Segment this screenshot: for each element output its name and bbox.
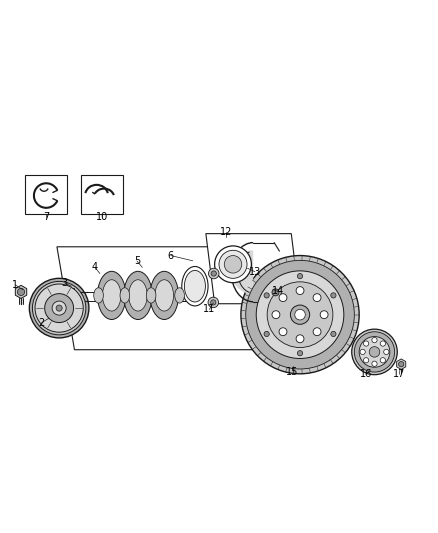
Wedge shape	[231, 251, 253, 294]
Circle shape	[29, 278, 89, 338]
Circle shape	[246, 260, 354, 369]
Circle shape	[264, 332, 269, 336]
Circle shape	[320, 311, 328, 319]
Text: 11: 11	[203, 304, 215, 314]
Circle shape	[35, 284, 83, 332]
Circle shape	[45, 294, 74, 322]
Circle shape	[272, 311, 280, 319]
Circle shape	[369, 346, 380, 357]
Bar	[25, 174, 67, 214]
Circle shape	[296, 287, 304, 295]
Circle shape	[224, 255, 242, 273]
Circle shape	[313, 294, 321, 302]
Ellipse shape	[102, 280, 121, 311]
Ellipse shape	[124, 271, 152, 319]
Circle shape	[219, 251, 247, 278]
Text: 5: 5	[134, 256, 140, 266]
Circle shape	[267, 282, 333, 348]
Circle shape	[364, 358, 369, 363]
Circle shape	[354, 332, 395, 372]
Text: 16: 16	[360, 369, 372, 379]
Circle shape	[52, 301, 66, 315]
Polygon shape	[15, 285, 27, 298]
Text: 2: 2	[39, 318, 45, 328]
Circle shape	[279, 294, 287, 302]
Ellipse shape	[175, 288, 184, 303]
Circle shape	[256, 271, 344, 359]
Ellipse shape	[150, 271, 179, 319]
Circle shape	[264, 293, 269, 298]
Circle shape	[215, 246, 251, 282]
Polygon shape	[57, 247, 261, 350]
Text: 12: 12	[220, 228, 232, 237]
Circle shape	[372, 337, 377, 343]
Circle shape	[399, 361, 404, 367]
Circle shape	[296, 335, 304, 343]
Ellipse shape	[146, 288, 156, 303]
Circle shape	[297, 273, 303, 279]
Ellipse shape	[155, 280, 173, 311]
Circle shape	[241, 255, 359, 374]
Bar	[81, 174, 123, 214]
Text: 13: 13	[249, 266, 261, 277]
Circle shape	[295, 310, 305, 320]
Circle shape	[211, 300, 216, 305]
Ellipse shape	[97, 271, 126, 319]
Text: 6: 6	[168, 251, 174, 261]
Text: 3: 3	[62, 278, 68, 288]
Text: 7: 7	[43, 212, 49, 222]
Circle shape	[380, 341, 385, 346]
Circle shape	[290, 305, 310, 324]
Ellipse shape	[182, 266, 208, 306]
Circle shape	[313, 328, 321, 336]
Text: 10: 10	[95, 212, 108, 222]
Text: 17: 17	[393, 369, 406, 379]
Circle shape	[211, 271, 216, 276]
Text: 4: 4	[92, 262, 98, 272]
Polygon shape	[397, 359, 406, 369]
Circle shape	[331, 332, 336, 336]
Circle shape	[32, 281, 86, 335]
Ellipse shape	[94, 288, 103, 303]
Circle shape	[56, 305, 62, 311]
Circle shape	[279, 328, 287, 336]
Circle shape	[372, 361, 377, 366]
Polygon shape	[68, 287, 74, 292]
Circle shape	[208, 268, 219, 279]
Circle shape	[384, 349, 389, 354]
Ellipse shape	[129, 280, 147, 311]
Circle shape	[359, 336, 390, 367]
Circle shape	[364, 341, 369, 346]
Text: 14: 14	[272, 286, 284, 296]
Circle shape	[272, 289, 279, 296]
Circle shape	[18, 288, 25, 295]
Circle shape	[380, 358, 385, 363]
Circle shape	[352, 329, 397, 375]
Circle shape	[331, 293, 336, 298]
Circle shape	[208, 297, 219, 308]
Circle shape	[297, 351, 303, 356]
Circle shape	[360, 349, 365, 354]
Ellipse shape	[120, 288, 130, 303]
Ellipse shape	[184, 270, 205, 302]
Polygon shape	[206, 233, 300, 304]
Text: 15: 15	[286, 367, 299, 377]
Text: 1: 1	[12, 280, 18, 290]
